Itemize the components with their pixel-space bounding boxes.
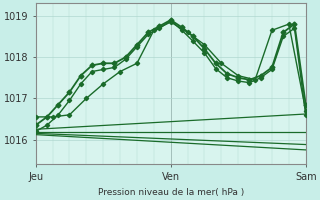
X-axis label: Pression niveau de la mer( hPa ): Pression niveau de la mer( hPa ) bbox=[98, 188, 244, 197]
